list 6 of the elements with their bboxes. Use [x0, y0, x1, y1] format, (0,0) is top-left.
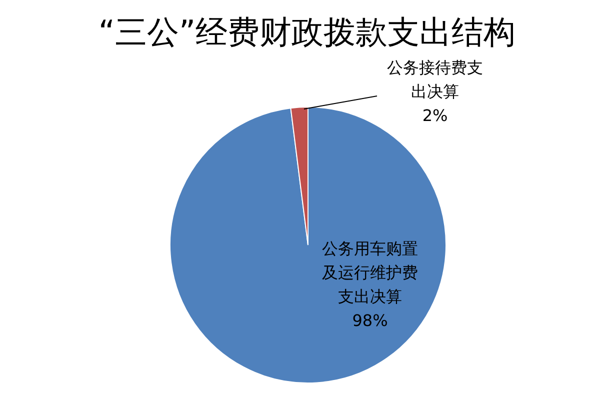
data-label: 2% — [422, 106, 448, 125]
data-label: 98% — [352, 311, 388, 330]
pie-slice — [170, 106, 446, 384]
slice-label: 公务接待费支出决算 — [387, 58, 483, 101]
slice-label: 公务用车购置及运行维护费支出决算 — [322, 239, 418, 306]
chart-title: “三公”经费财政拨款支出结构 — [98, 13, 516, 51]
